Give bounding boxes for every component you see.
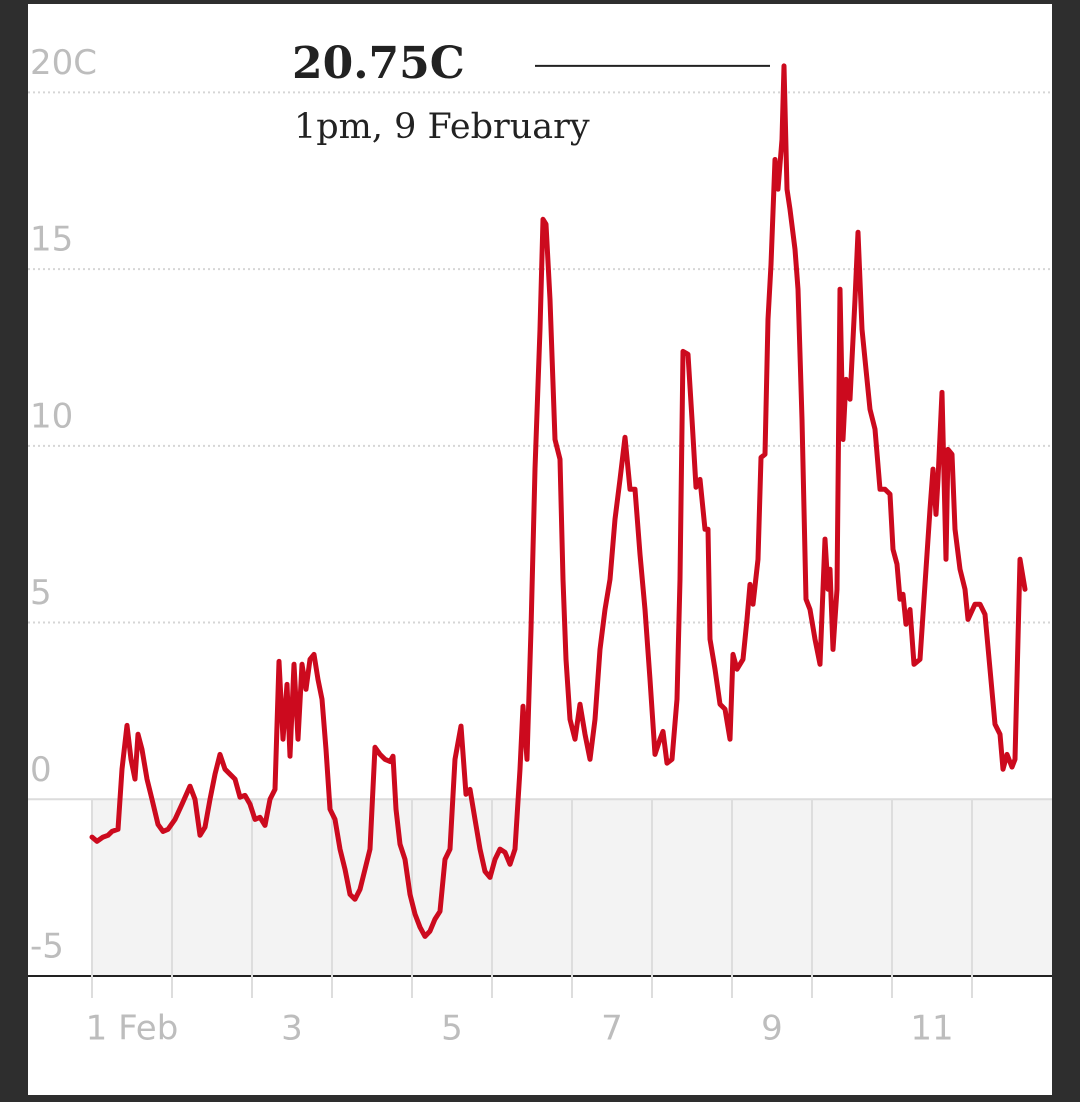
x-tick-label: 9 xyxy=(761,1009,783,1049)
y-tick-label: -5 xyxy=(30,927,64,967)
y-tick-label: 20C xyxy=(30,43,97,83)
x-tick-label: 7 xyxy=(601,1009,623,1049)
x-tick-label: 5 xyxy=(441,1009,463,1049)
marks-layer xyxy=(89,63,1028,939)
x-tick-label: 3 xyxy=(281,1009,303,1049)
y-tick-label: 0 xyxy=(30,750,52,790)
x-tick-label: 11 xyxy=(910,1009,953,1049)
labels-layer: 20.75C 1pm, 9 February -5 0 5 10 15 20C 1 Feb 3… xyxy=(30,38,954,1049)
y-tick-label: 10 xyxy=(30,396,73,436)
annotation-value: 20.75C xyxy=(292,38,465,89)
y-tick-label: 15 xyxy=(30,220,73,260)
y-tick-label: 5 xyxy=(30,573,52,613)
x-tick-label: 1 Feb xyxy=(86,1009,179,1049)
annotation-text: 1pm, 9 February xyxy=(294,107,590,147)
temperature-line xyxy=(89,63,1028,939)
